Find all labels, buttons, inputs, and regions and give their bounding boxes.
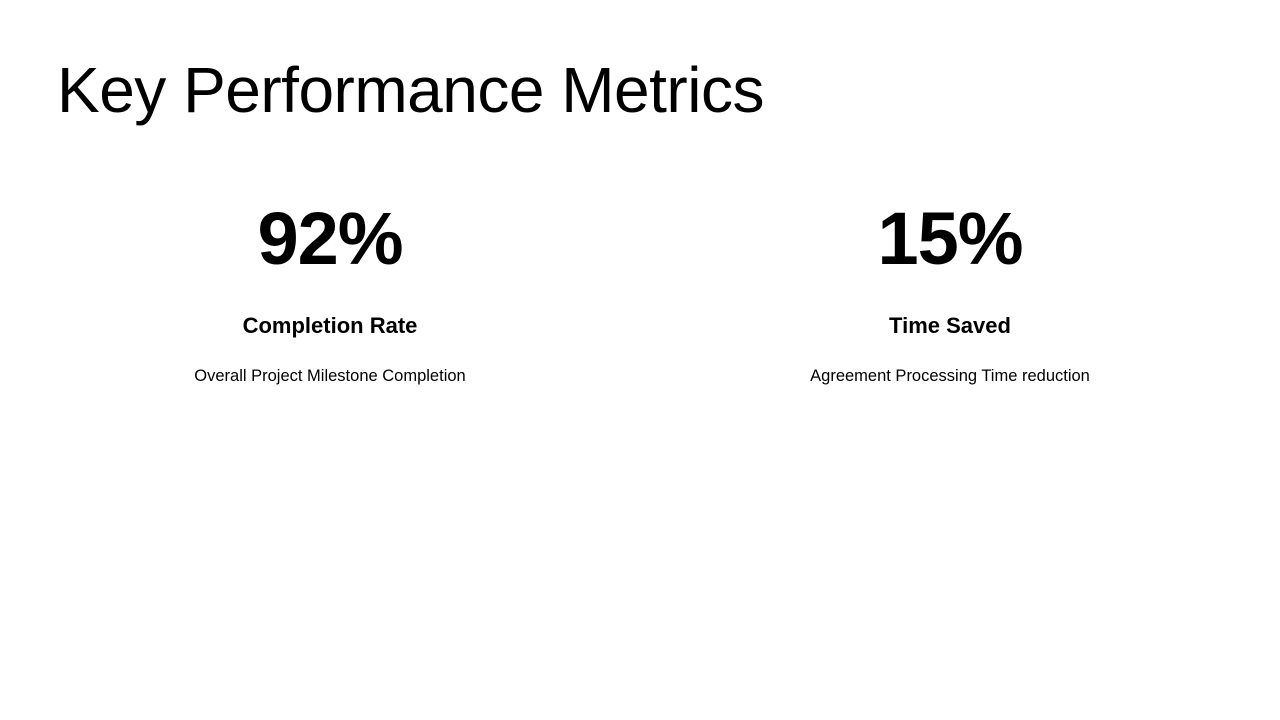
metric-label: Completion Rate	[242, 313, 418, 338]
metric-time-saved: 15% Time Saved Agreement Processing Time…	[690, 196, 1210, 386]
slide-title: Key Performance Metrics	[57, 54, 764, 126]
metric-description: Overall Project Milestone Completion	[194, 367, 466, 385]
metric-value: 15%	[877, 197, 1023, 280]
metric-label: Time Saved	[889, 313, 1011, 338]
metric-completion-rate: 92% Completion Rate Overall Project Mile…	[70, 196, 590, 386]
metric-description: Agreement Processing Time reduction	[810, 367, 1090, 385]
metric-value: 92%	[257, 197, 403, 280]
